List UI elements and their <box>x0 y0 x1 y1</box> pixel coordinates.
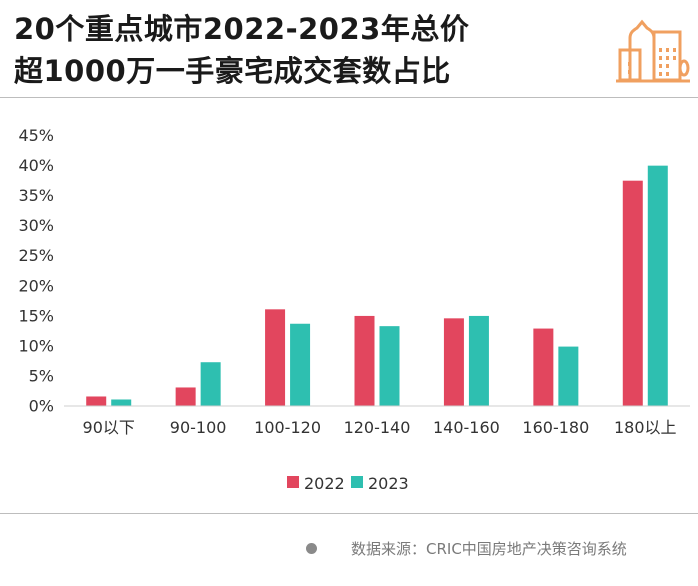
title-divider <box>0 97 698 98</box>
title-line-2: 超1000万一手豪宅成交套数占比 <box>14 54 451 88</box>
y-tick-label: 15% <box>18 306 54 325</box>
x-tick-label: 90以下 <box>83 418 135 437</box>
bar-2022-120-140 <box>354 315 375 406</box>
y-tick-label: 40% <box>18 156 54 175</box>
bar-2023-160-180 <box>558 346 579 406</box>
bar-2022-90以下 <box>86 396 107 406</box>
bar-2023-100-120 <box>290 323 311 406</box>
x-tick-label: 90-100 <box>170 418 227 437</box>
bar-2022-160-180 <box>533 328 554 406</box>
source-note: 数据来源：CRIC中国房地产决策咨询系统 <box>306 538 627 559</box>
bar-2022-180以上 <box>622 180 643 406</box>
legend-swatch-2022 <box>287 476 299 488</box>
y-tick-label: 20% <box>18 276 54 295</box>
bullet-dot-icon <box>306 543 317 554</box>
y-tick-label: 45% <box>18 126 54 145</box>
bar-2023-90以下 <box>111 399 132 406</box>
bar-2022-100-120 <box>265 309 286 406</box>
y-tick-label: 5% <box>29 366 54 385</box>
x-tick-label: 160-180 <box>522 418 589 437</box>
bar-2022-90-100 <box>175 387 196 406</box>
bar-2023-140-160 <box>468 315 489 406</box>
legend-label-2022: 2022 <box>304 474 345 493</box>
bar-2023-90-100 <box>200 362 221 406</box>
x-tick-label: 120-140 <box>344 418 411 437</box>
x-tick-label: 100-120 <box>254 418 321 437</box>
city-buildings-icon <box>616 19 690 83</box>
footer-divider <box>0 513 698 514</box>
source-text: 数据来源：CRIC中国房地产决策咨询系统 <box>351 540 627 558</box>
legend-swatch-2023 <box>351 476 363 488</box>
x-tick-label: 180以上 <box>614 418 677 437</box>
y-tick-label: 10% <box>18 336 54 355</box>
y-tick-label: 25% <box>18 246 54 265</box>
y-tick-label: 35% <box>18 186 54 205</box>
bar-2023-120-140 <box>379 326 400 406</box>
chart-title: 20个重点城市2022-2023年总价 超1000万一手豪宅成交套数占比 <box>14 8 469 92</box>
bar-2023-180以上 <box>647 165 668 406</box>
x-tick-label: 140-160 <box>433 418 500 437</box>
bar-2022-140-160 <box>443 318 464 406</box>
bar-chart: 0% 5% 10% 15% 20% 25% 30% 35% 40% 45% 90以下 90-100 10… <box>18 126 690 493</box>
y-tick-label: 30% <box>18 216 54 235</box>
y-tick-label: 0% <box>29 397 54 416</box>
title-line-1: 20个重点城市2022-2023年总价 <box>14 12 470 46</box>
legend-label-2023: 2023 <box>368 474 409 493</box>
